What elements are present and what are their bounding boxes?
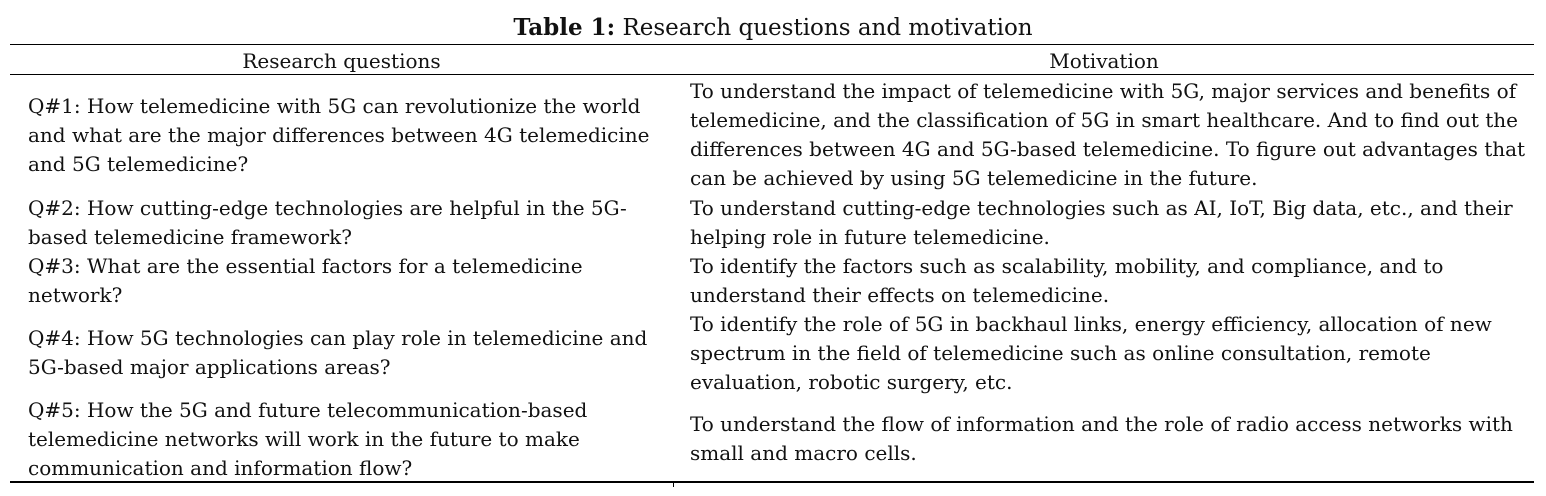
table-caption-label: Table 1: xyxy=(513,14,616,41)
table-header-rule xyxy=(10,74,1534,75)
table-top-rule xyxy=(10,44,1534,45)
table-bottom-rule xyxy=(10,481,1534,483)
row-5-motivation: To understand the flow of information an… xyxy=(690,412,1513,465)
row-2-motivation: To understand cutting-edge technologies … xyxy=(690,196,1513,249)
row-3-question: Q#3: What are the essential factors for … xyxy=(28,254,583,307)
row-4-question: Q#4: How 5G technologies can play role i… xyxy=(28,326,648,379)
row-2-question: Q#2: How cutting-edge technologies are h… xyxy=(28,196,627,249)
table-caption-text: Research questions and motivation xyxy=(615,15,1033,41)
header-research-questions: Research questions xyxy=(242,49,441,73)
row-1-motivation: To understand the impact of telemedicine… xyxy=(690,79,1526,190)
row-1-question: Q#1: How telemedicine with 5G can revolu… xyxy=(28,94,650,176)
row-4-motivation: To identify the role of 5G in backhaul l… xyxy=(690,312,1492,394)
column-divider xyxy=(673,481,674,487)
row-3-motivation: To identify the factors such as scalabil… xyxy=(690,254,1444,307)
header-motivation: Motivation xyxy=(1049,49,1159,73)
table-caption: Table 1: Research questions and motivati… xyxy=(0,13,1546,43)
row-5-question: Q#5: How the 5G and future telecommunica… xyxy=(28,398,588,480)
